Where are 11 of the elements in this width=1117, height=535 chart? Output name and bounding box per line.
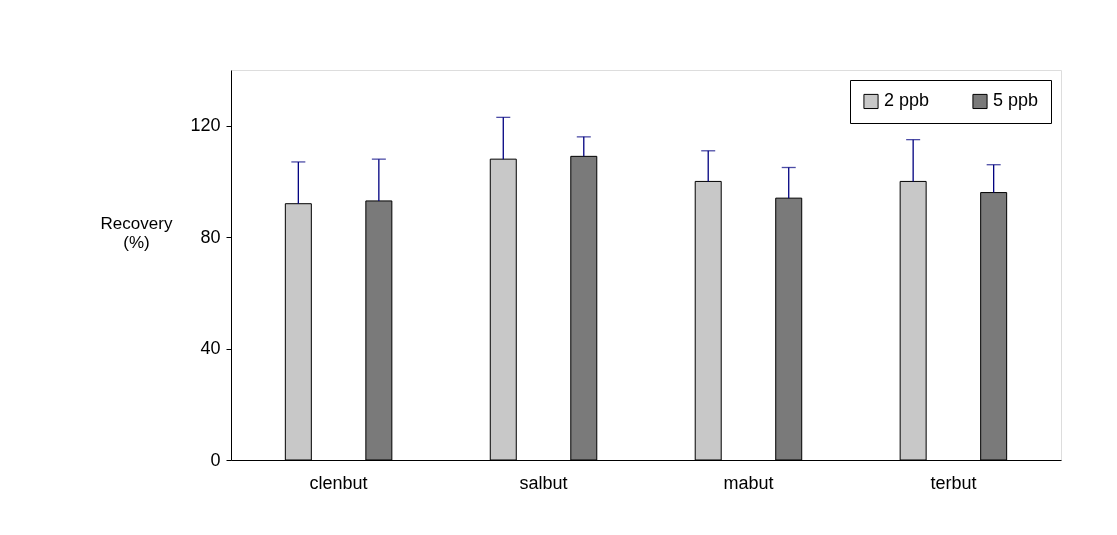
- legend-label: 5 ppb: [993, 90, 1039, 111]
- x-tick-label: clenbut: [309, 472, 368, 493]
- y-tick-label: 0: [210, 449, 221, 470]
- y-tick-label: 40: [200, 338, 221, 359]
- x-tick-label: mabut: [723, 472, 774, 493]
- x-tick-label: terbut: [930, 472, 977, 493]
- y-axis-title: Recovery (%): [100, 213, 173, 252]
- legend-label: 2 ppb: [884, 90, 930, 111]
- x-tick-label: salbut: [519, 472, 568, 493]
- y-tick-label: 120: [190, 115, 221, 136]
- y-tick-label: 80: [200, 226, 221, 247]
